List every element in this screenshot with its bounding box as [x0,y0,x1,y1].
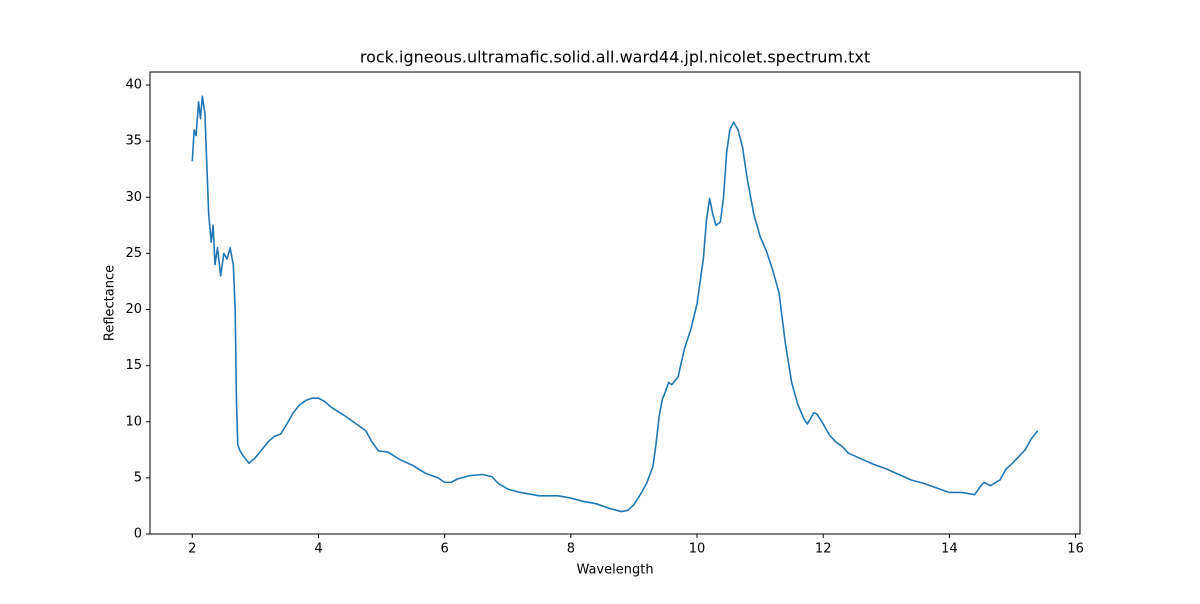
chart-title: rock.igneous.ultramafic.solid.all.ward44… [360,48,870,67]
y-tick-label: 30 [125,190,142,205]
line-series [191,95,1039,513]
y-tick-label: 25 [125,246,142,261]
x-tick-label: 14 [941,542,958,557]
y-tick-label: 10 [125,414,142,429]
x-tick-label: 10 [689,542,706,557]
y-tick-label: 0 [134,527,142,542]
x-tick-label: 8 [567,542,575,557]
y-tick-label: 15 [125,358,142,373]
x-tick-label: 6 [441,542,449,557]
y-tick-label: 20 [125,302,142,317]
plot-frame [149,71,1081,535]
y-axis-label: Reflectance [103,265,118,341]
y-tick-label: 40 [125,78,142,93]
x-axis-label: Wavelength [576,563,653,578]
y-tick-label: 5 [134,470,142,485]
x-tick-label: 12 [815,542,832,557]
x-tick-label: 2 [188,542,196,557]
x-tick-label: 4 [314,542,322,557]
x-tick-label: 16 [1067,542,1084,557]
y-tick-label: 35 [125,134,142,149]
